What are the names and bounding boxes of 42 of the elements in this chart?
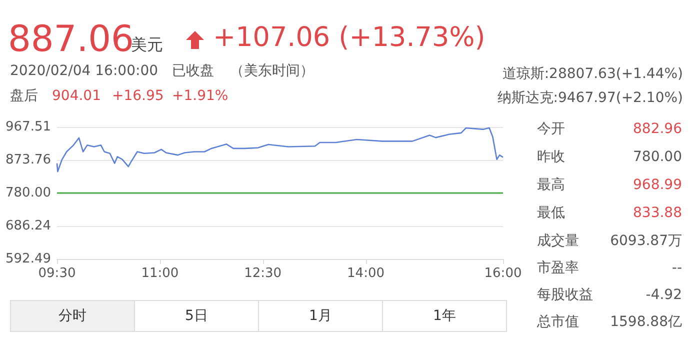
text: 最高 [537,177,565,194]
text: +107.06 (+13.73%) [213,22,486,54]
text: -4.92 [646,287,682,304]
text: 分时 [11,301,134,331]
text: 968.99 [633,177,682,194]
text: （美东时间） [230,63,314,80]
y-tick-label: 967.51 [6,120,51,134]
x-tick-label: 16:00 [484,266,522,281]
text: +16.95 [112,88,164,105]
text: 882.96 [633,121,682,138]
x-tick-label: 12:30 [244,266,282,281]
text: 1年 [382,301,506,331]
line-series [56,127,504,172]
text: 5日 [134,301,258,331]
y-tick-label: 873.76 [6,152,51,168]
text: 盘后 [10,88,38,105]
y-tick-label: 686.24 [6,218,51,234]
y-tick-label: 780.00 [6,186,51,200]
text: 904.01 [52,88,101,105]
x-tick-label: 14:00 [347,266,385,281]
text: +1.91% [172,88,228,105]
x-tick-label: 11:00 [141,266,179,281]
x-tick-label: 09:30 [38,266,76,281]
text: 每股收益 [537,287,593,304]
text: 昨收 [537,149,565,166]
text: 1月 [258,301,382,331]
text: 780.00 [633,149,682,166]
text: 美元 [131,35,163,54]
text: 已收盘 [172,63,214,80]
text: 833.88 [633,205,682,222]
text: 纳斯达克:9467.97(+2.10%) [497,90,683,107]
text: 2020/02/04 16:00:00 [10,63,158,80]
text: 市盈率 [537,260,579,277]
text: 1598.88亿 [610,314,682,331]
text: 成交量 [537,233,579,250]
text: 道琼斯:28807.63(+1.44%) [502,66,683,83]
y-tick-label: 592.49 [6,252,51,266]
text: -- [672,260,682,277]
text: 6093.87万 [610,233,682,250]
text: 最低 [537,205,565,222]
text: 总市值 [537,314,579,331]
text: 今开 [537,121,565,138]
